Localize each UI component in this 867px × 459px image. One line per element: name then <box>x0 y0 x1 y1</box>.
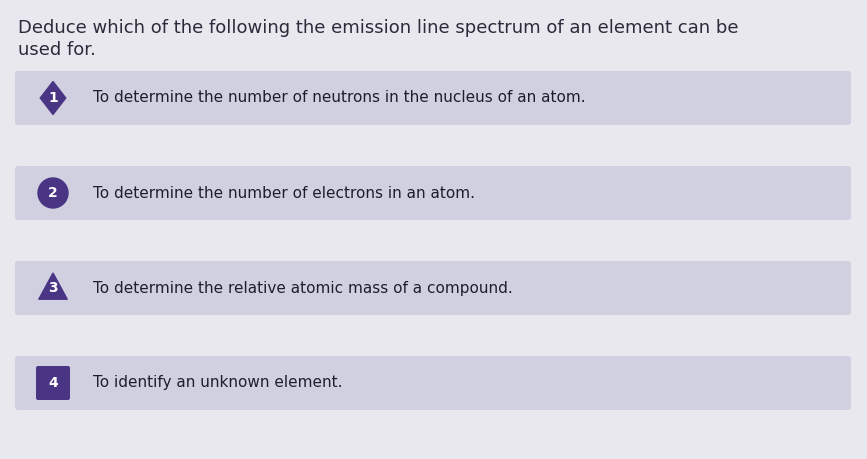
FancyBboxPatch shape <box>15 356 851 410</box>
Polygon shape <box>40 82 66 114</box>
Polygon shape <box>39 273 68 299</box>
Circle shape <box>38 178 68 208</box>
FancyBboxPatch shape <box>15 166 851 220</box>
Text: To determine the relative atomic mass of a compound.: To determine the relative atomic mass of… <box>93 280 512 296</box>
Text: 1: 1 <box>49 91 58 105</box>
Text: Deduce which of the following the emission line spectrum of an element can be: Deduce which of the following the emissi… <box>18 19 739 37</box>
FancyBboxPatch shape <box>15 71 851 125</box>
Text: To determine the number of electrons in an atom.: To determine the number of electrons in … <box>93 185 475 201</box>
Text: To identify an unknown element.: To identify an unknown element. <box>93 375 342 391</box>
FancyBboxPatch shape <box>15 261 851 315</box>
Text: 3: 3 <box>49 281 58 295</box>
Text: 4: 4 <box>49 376 58 390</box>
Text: used for.: used for. <box>18 41 96 59</box>
Text: 2: 2 <box>49 186 58 200</box>
Text: To determine the number of neutrons in the nucleus of an atom.: To determine the number of neutrons in t… <box>93 90 585 106</box>
FancyBboxPatch shape <box>36 366 70 400</box>
